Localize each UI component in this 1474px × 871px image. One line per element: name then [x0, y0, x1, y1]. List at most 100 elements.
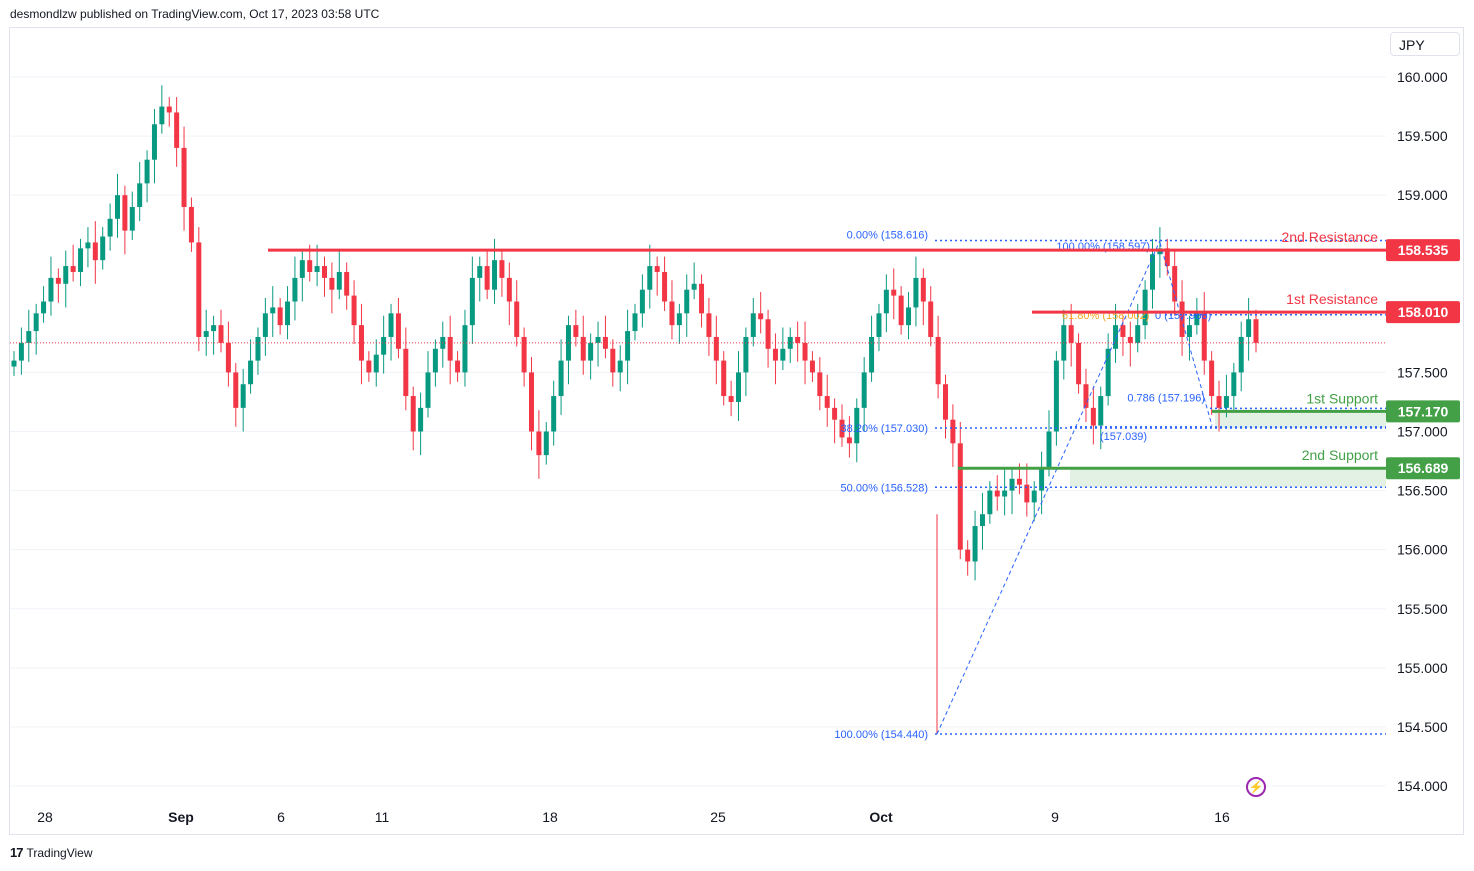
candle-body [1068, 325, 1074, 343]
level-label: 1st Support [1306, 390, 1378, 406]
tradingview-logo-icon: 17 [10, 845, 24, 860]
candle-body [270, 307, 276, 314]
candle-body [174, 112, 180, 148]
candle-body [809, 360, 815, 373]
candle-body [447, 336, 453, 361]
candle-body [1246, 319, 1252, 337]
candle-body [469, 277, 475, 326]
price-tag [1386, 457, 1460, 480]
candle-body [521, 336, 527, 373]
candle-body [928, 301, 934, 337]
candle-body [395, 313, 401, 349]
candle-body [595, 336, 601, 343]
candle-body [299, 260, 305, 278]
level-label: 1st Resistance [1286, 291, 1378, 307]
candle-body [285, 301, 291, 326]
candle-body [225, 342, 231, 373]
y-tick-label: 157.500 [1397, 364, 1448, 380]
candle-body [913, 277, 919, 308]
x-tick-label: 18 [542, 809, 558, 825]
candle-body [484, 266, 490, 290]
candle-body [699, 283, 705, 314]
candle-body [18, 342, 24, 361]
candle-body [1053, 360, 1059, 432]
candle-body [233, 372, 239, 408]
candle-body [610, 348, 616, 373]
candle-body [713, 336, 719, 361]
candle-body [817, 372, 823, 397]
candle-body [1135, 325, 1141, 343]
candle-body [1172, 266, 1178, 302]
fib-label: 100.00% (154.440) [834, 729, 928, 741]
candle-body [676, 313, 682, 326]
candle-body [1083, 384, 1089, 408]
candle-body [987, 490, 993, 515]
candle-body [410, 396, 416, 432]
candle-body [92, 242, 98, 261]
candle-body [721, 360, 727, 397]
publisher-line: desmondlzw published on TradingView.com,… [10, 7, 380, 21]
candle-body [906, 307, 912, 326]
candle-body [1076, 342, 1082, 385]
candle-body [55, 277, 61, 284]
candle-body [1016, 478, 1022, 485]
candle-body [78, 248, 84, 272]
candle-body [63, 266, 69, 284]
candle-body [373, 354, 379, 373]
price-tag [1386, 301, 1460, 324]
candle-body [898, 295, 904, 326]
candle-body [1253, 319, 1259, 343]
candle-body [211, 325, 217, 332]
candle-body [765, 319, 771, 349]
candle-body [617, 360, 623, 373]
candle-body [506, 277, 512, 302]
y-tick-label: 154.000 [1397, 778, 1448, 794]
candle-body [1223, 396, 1229, 408]
price-tag-label: 157.170 [1398, 403, 1449, 419]
candle-body [654, 266, 660, 272]
candle-body [26, 331, 32, 343]
footer: 17 TradingView [10, 845, 93, 860]
candle-body [1009, 478, 1015, 491]
x-tick-label: Sep [168, 809, 194, 825]
candle-body [351, 295, 357, 326]
candle-body [846, 437, 852, 444]
candle-body [1002, 490, 1008, 497]
candle-body [647, 266, 653, 290]
candle-body [965, 549, 971, 562]
candle-body [1209, 360, 1215, 397]
candle-body [979, 514, 985, 527]
candle-body [558, 360, 564, 397]
fib-trend-line [936, 240, 1161, 735]
lightning-icon[interactable]: ⚡ [1246, 777, 1266, 797]
candle-body [477, 266, 483, 278]
candle-body [1098, 396, 1104, 426]
currency-selector[interactable]: JPY [1390, 32, 1460, 56]
candle-body [758, 313, 764, 320]
candle-body [1090, 407, 1096, 426]
y-tick-label: 156.500 [1397, 483, 1448, 499]
candle-body [536, 431, 542, 456]
candle-body [750, 313, 756, 337]
candle-body [336, 271, 342, 290]
candle-body [580, 336, 586, 361]
candle-body [292, 277, 298, 302]
candle-body [144, 159, 150, 184]
candle-body [957, 443, 963, 550]
candle-body [795, 336, 801, 343]
candle-body [307, 260, 313, 272]
candle-body [70, 266, 76, 272]
x-tick-label: 6 [277, 809, 285, 825]
x-tick-label: 11 [375, 809, 390, 825]
price-tag [1386, 239, 1460, 262]
y-tick-label: 160.000 [1397, 69, 1448, 85]
candle-body [883, 289, 889, 314]
fib-label: 50.00% (156.528) [841, 482, 928, 494]
candle-body [418, 407, 424, 432]
candle-body [344, 271, 350, 296]
y-tick-label: 159.500 [1397, 128, 1448, 144]
y-tick-label: 155.500 [1397, 601, 1448, 617]
candle-body [329, 277, 335, 290]
candle-body [529, 372, 534, 432]
